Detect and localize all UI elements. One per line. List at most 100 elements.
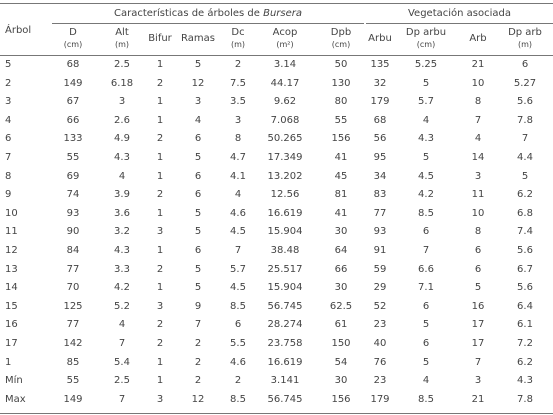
cell: 5.2 — [114, 300, 130, 312]
cell: 4.5 — [230, 282, 246, 294]
cell: 1 — [156, 96, 164, 108]
cell: 130 — [331, 77, 351, 89]
cell: 1 — [156, 59, 164, 70]
cell: 30 — [334, 282, 348, 294]
cell: 74 — [66, 189, 80, 201]
cell: 179 — [370, 96, 390, 108]
cell: 2 — [156, 263, 164, 275]
cell: 7 — [234, 245, 242, 256]
row-label: 8 — [5, 170, 12, 182]
cell: 7 — [118, 338, 126, 349]
cell: 4.9 — [114, 133, 130, 145]
cell: 7 — [422, 245, 430, 256]
cell: 56.745 — [267, 300, 303, 312]
column-header: D — [69, 27, 77, 38]
cell: 55 — [66, 375, 80, 387]
cell: 135 — [370, 59, 390, 70]
cell: 2 — [234, 59, 242, 70]
column-unit: (cm) — [331, 40, 351, 49]
cell: 15.904 — [267, 226, 303, 238]
row-label: 7 — [5, 152, 12, 163]
row-label: 10 — [5, 207, 18, 219]
row-label: 6 — [5, 133, 12, 145]
cell: 4 — [234, 189, 242, 201]
cell: 8.5 — [418, 207, 434, 219]
column-header: Dp arbu — [405, 27, 447, 38]
cell: 3.2 — [114, 226, 130, 238]
cell: 7.8 — [517, 393, 533, 405]
cell: 16.619 — [267, 356, 303, 368]
cell: 5 — [194, 226, 202, 238]
group-rule — [366, 23, 553, 24]
row-label: 1 — [5, 356, 12, 368]
cell: 12 — [191, 393, 205, 405]
cell: 1 — [156, 114, 164, 126]
row-label: 2 — [5, 77, 12, 89]
cell: 5 — [422, 77, 430, 89]
cell: 9 — [194, 300, 202, 312]
cell: 14 — [471, 152, 485, 163]
cell: 34 — [373, 170, 387, 182]
cell: 4.6 — [230, 356, 246, 368]
cell: 3 — [156, 393, 164, 405]
column-header: Alt — [115, 27, 129, 38]
cell: 5.6 — [517, 96, 533, 108]
column-unit: (m) — [517, 40, 533, 49]
row-label: 9 — [5, 189, 12, 201]
cell: 13.202 — [267, 170, 303, 182]
cell: 4.3 — [517, 375, 533, 387]
cell: 5.5 — [230, 338, 246, 349]
cell: 6.7 — [517, 263, 533, 275]
cell: 77 — [373, 207, 387, 219]
cell: 8 — [474, 226, 482, 238]
cell: 8 — [234, 133, 242, 145]
cell: 38.48 — [270, 245, 300, 256]
cell: 149 — [63, 77, 83, 89]
cell: 95 — [373, 152, 387, 163]
cell: 5.27 — [513, 77, 537, 89]
cell: 5.25 — [414, 59, 438, 70]
cell: 5 — [422, 356, 430, 368]
row-label: 15 — [5, 300, 18, 312]
cell: 55 — [66, 152, 80, 163]
cell: 3 — [474, 375, 482, 387]
cell: 149 — [63, 393, 83, 405]
column-unit: (m) — [230, 40, 246, 49]
cell: 179 — [370, 393, 390, 405]
cell: 3 — [156, 226, 164, 238]
cell: 55 — [334, 114, 348, 126]
cell: 6.18 — [110, 77, 134, 89]
cell: 2.5 — [114, 59, 130, 70]
row-label: Max — [5, 393, 26, 405]
cell: 3 — [194, 96, 202, 108]
cell: 4 — [422, 114, 430, 126]
cell: 4.5 — [230, 226, 246, 238]
row-label: 3 — [5, 96, 12, 108]
cell: 93 — [373, 226, 387, 238]
cell: 7.4 — [517, 226, 533, 238]
column-header: Ramas — [181, 33, 215, 44]
group-header: Características de árboles de Bursera — [52, 8, 364, 20]
column-unit: (cm) — [63, 40, 83, 49]
cell: 4.2 — [418, 189, 434, 201]
cell: 6 — [521, 59, 529, 70]
cell: 4 — [422, 375, 430, 387]
bottom-rule — [0, 413, 553, 414]
cell: 6 — [194, 189, 202, 201]
cell: 66 — [66, 114, 80, 126]
cell: 6.6 — [418, 263, 434, 275]
cell: 66 — [334, 263, 348, 275]
cell: 7.2 — [517, 338, 533, 349]
cell: 10 — [471, 207, 485, 219]
cell: 5 — [194, 263, 202, 275]
cell: 6 — [194, 245, 202, 256]
cell: 6 — [474, 245, 482, 256]
cell: 40 — [373, 338, 387, 349]
cell: 2 — [234, 375, 242, 387]
cell: 3 — [474, 170, 482, 182]
cell: 69 — [66, 170, 80, 182]
cell: 6.2 — [517, 356, 533, 368]
cell: 50.265 — [267, 133, 303, 145]
cell: 76 — [373, 356, 387, 368]
row-label: 5 — [5, 59, 12, 70]
